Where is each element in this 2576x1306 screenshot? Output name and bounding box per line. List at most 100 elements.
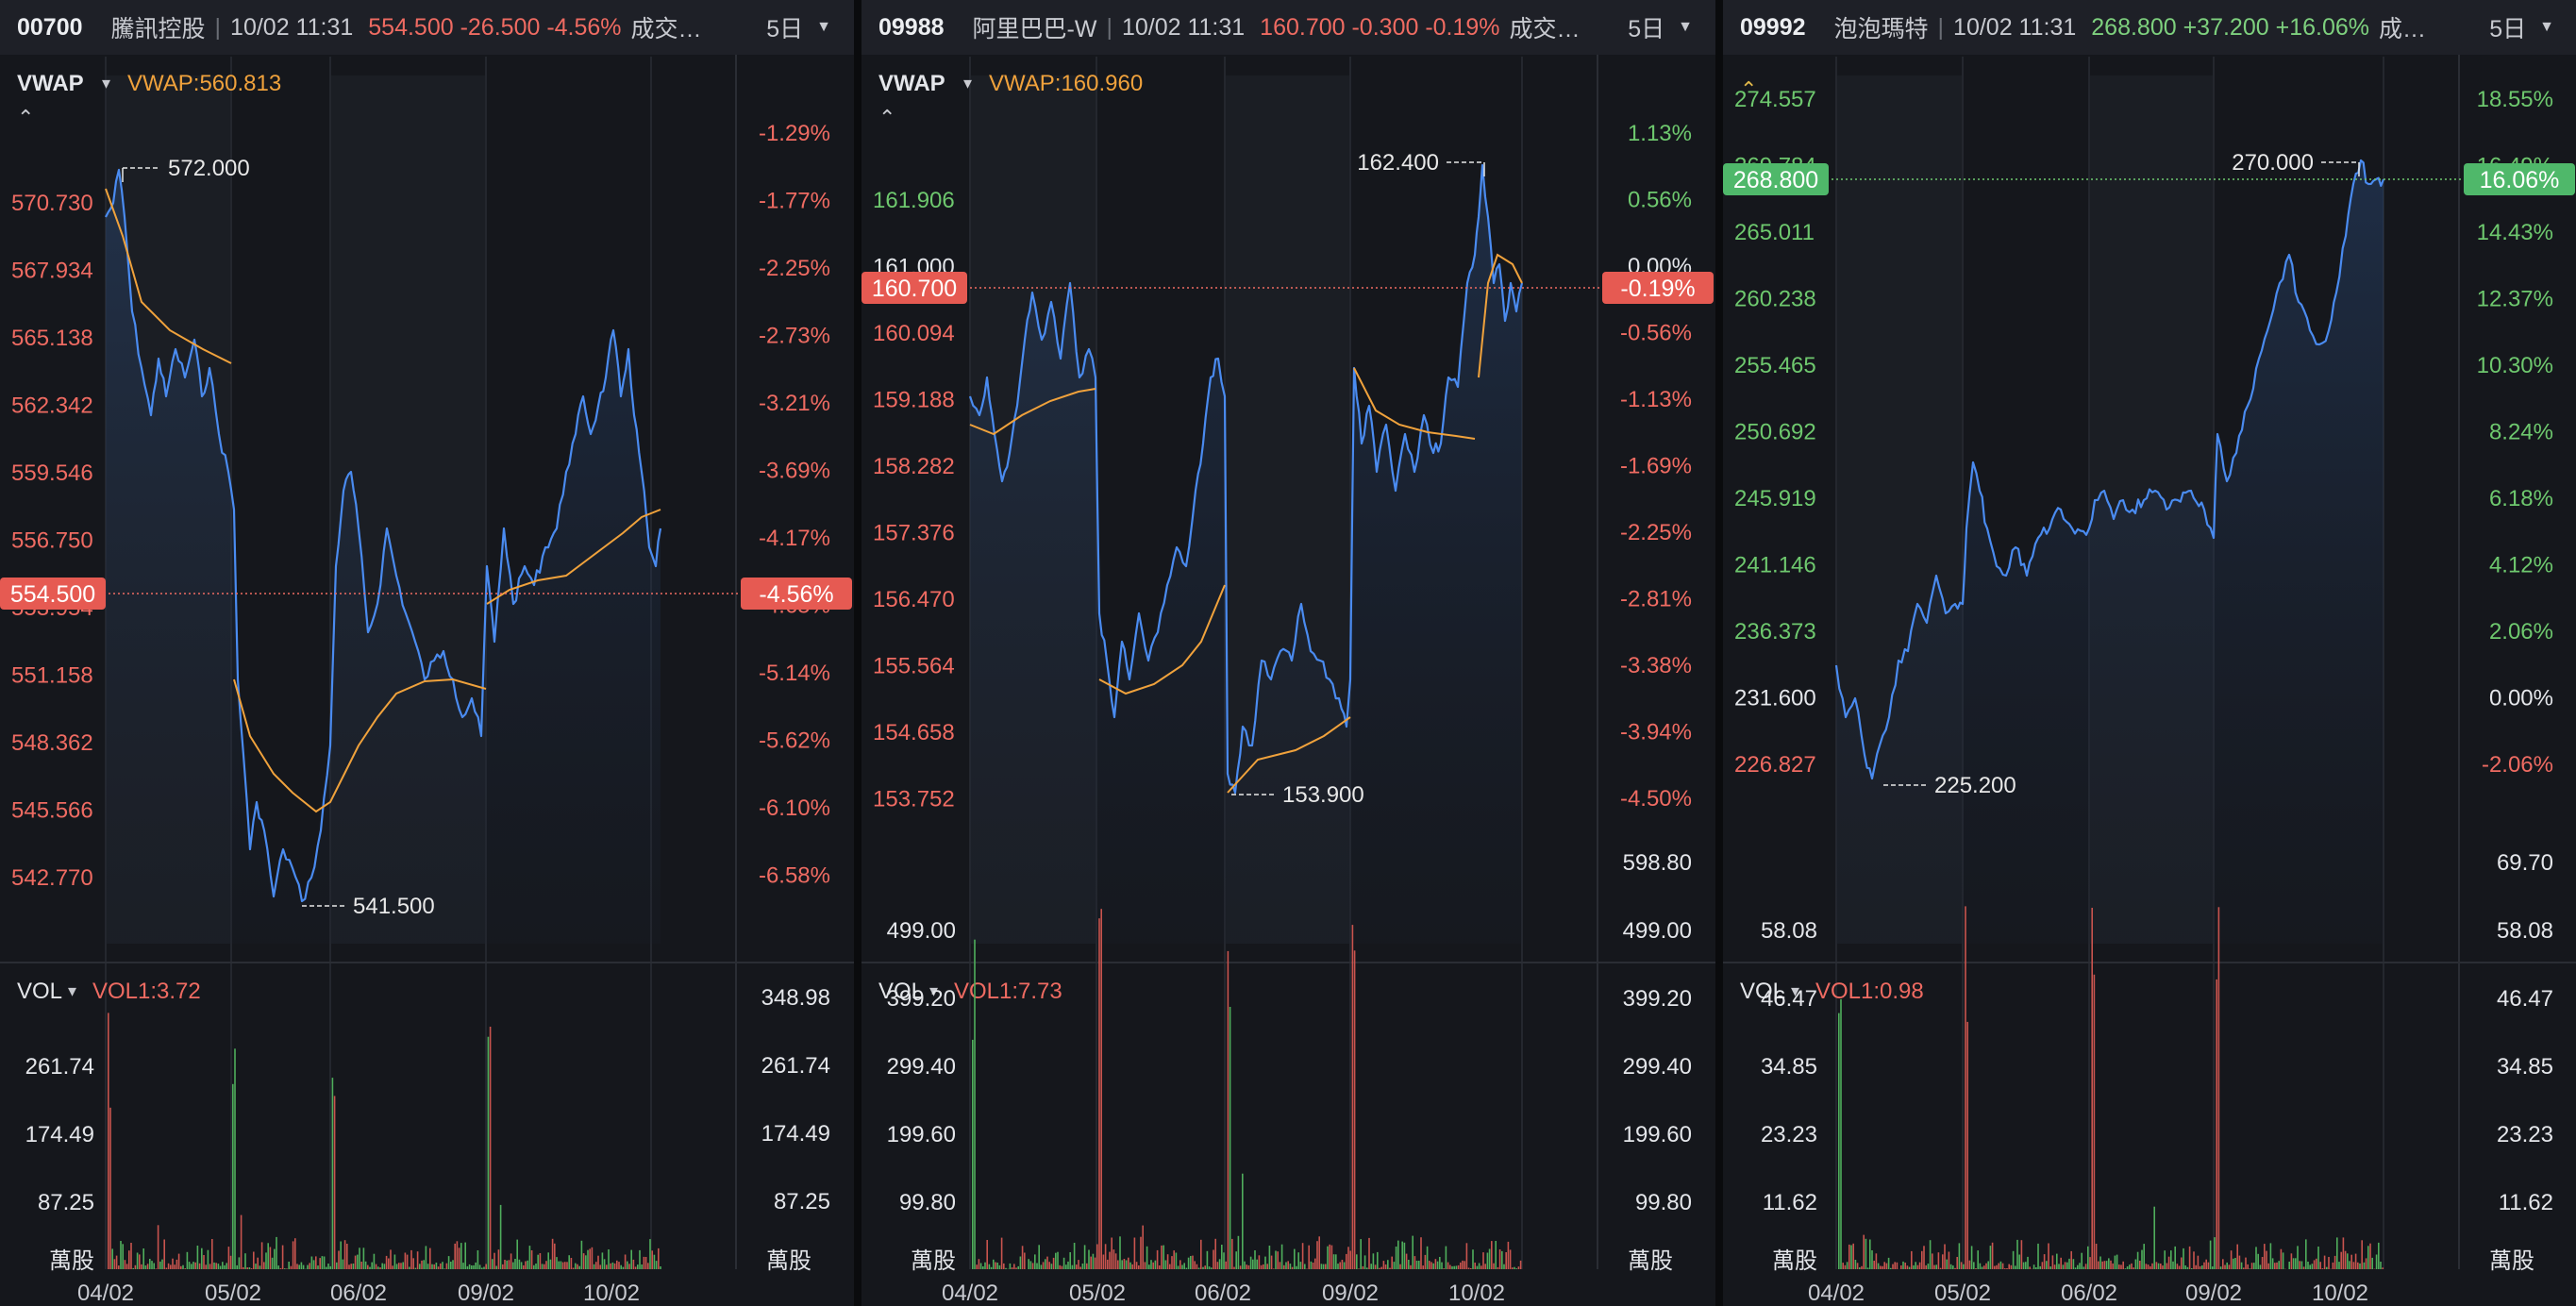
volume-bar xyxy=(1042,1262,1045,1269)
volume-bar xyxy=(568,1255,570,1269)
volume-bar xyxy=(570,1258,573,1269)
volume-bar xyxy=(1192,1255,1194,1269)
volume-bar xyxy=(561,1262,564,1269)
volume-bar xyxy=(653,1254,656,1269)
price-tick-label: 274.557 xyxy=(1734,87,1816,112)
volume-bar xyxy=(1299,1262,1302,1269)
volume-bar xyxy=(1031,1263,1034,1269)
panel-header: 09988 阿里巴巴-W | 10/02 11:31 160.700 -0.30… xyxy=(861,0,1715,56)
volume-bar xyxy=(240,1214,243,1269)
volume-bar xyxy=(1233,1266,1235,1269)
volume-bar xyxy=(1148,1264,1150,1269)
date-axis-label: 05/02 xyxy=(205,1281,261,1306)
volume-bar xyxy=(1163,1245,1164,1269)
volume-bar xyxy=(485,1264,487,1269)
volume-bar xyxy=(400,1263,402,1269)
volume-bar xyxy=(2139,1261,2141,1269)
volume-bar xyxy=(292,1241,294,1269)
volume-bar xyxy=(442,1262,443,1269)
volume-bar xyxy=(246,1267,248,1269)
period-selector[interactable]: 5日 ▼ xyxy=(2489,0,2554,55)
volume-bar xyxy=(2323,1255,2326,1269)
volume-bar xyxy=(471,1265,473,1269)
volume-bar xyxy=(2375,1254,2378,1269)
volume-bar xyxy=(2167,1256,2170,1269)
volume-bar xyxy=(2136,1251,2139,1269)
volume-bar xyxy=(1512,1267,1514,1269)
volume-bar xyxy=(1856,1263,1859,1269)
chart-panel-09992[interactable]: 09992 泡泡瑪特 | 10/02 11:31 268.800 +37.200… xyxy=(1723,0,2576,1306)
volume-bar xyxy=(2006,1268,2008,1269)
volume-bar xyxy=(1177,1265,1179,1269)
volume-bar xyxy=(1159,1265,1161,1269)
volume-bar xyxy=(250,1268,253,1269)
volume-bar xyxy=(1875,1253,1878,1269)
chevron-down-icon: ▾ xyxy=(1791,981,1799,1000)
volume-bar xyxy=(2328,1257,2330,1269)
volume-bar xyxy=(458,1247,460,1269)
volume-bar xyxy=(1200,1239,1202,1269)
volume-bar xyxy=(2253,1263,2255,1269)
volume-bar xyxy=(159,1261,161,1269)
volume-bar xyxy=(2217,907,2220,1269)
volume-bar xyxy=(319,1258,321,1269)
volume-bar xyxy=(360,1262,362,1269)
volume-bar xyxy=(343,1240,346,1269)
volume-bar xyxy=(1133,1237,1136,1269)
chart-panel-09988[interactable]: 09988 阿里巴巴-W | 10/02 11:31 160.700 -0.30… xyxy=(861,0,1715,1306)
volume-bar xyxy=(1906,1265,1909,1269)
chart-area[interactable]: VWAP ▾ VWAP:160.960⌃161.906161.000160.0941… xyxy=(861,55,1715,1306)
volume-bar xyxy=(1927,1264,1930,1269)
volume-bar xyxy=(263,1262,265,1269)
price-tick-label: 551.158 xyxy=(11,663,93,689)
volume-bar xyxy=(2274,1263,2276,1269)
volume-bar xyxy=(267,1243,269,1269)
volume-bar xyxy=(541,1264,544,1269)
volume-bar xyxy=(1187,1257,1190,1269)
volume-bar xyxy=(1894,1262,1896,1269)
volume-bar xyxy=(450,1262,452,1269)
volume-bar xyxy=(2131,1263,2133,1269)
volume-bar xyxy=(2319,1262,2321,1269)
volume-bar xyxy=(224,1264,226,1269)
volume-tick-right: 399.20 xyxy=(1623,986,1692,1012)
volume-bar xyxy=(1146,1246,1148,1269)
volume-bar xyxy=(1067,1261,1069,1269)
volume-bar xyxy=(1384,1264,1387,1269)
volume-bar xyxy=(1111,1237,1112,1269)
volume-bar xyxy=(177,1253,180,1269)
volume-bar xyxy=(655,1261,658,1269)
volume-bar xyxy=(1405,1253,1408,1269)
price-tick-label: 545.566 xyxy=(11,798,93,824)
volume-bar xyxy=(1397,1240,1399,1269)
current-price-badge-text: 268.800 xyxy=(1733,167,1818,193)
volume-unit-right: 萬股 xyxy=(1628,1248,1673,1274)
volume-bar xyxy=(2367,1246,2369,1269)
volume-bar xyxy=(990,1266,993,1269)
volume-bar xyxy=(284,1268,286,1269)
volume-bar xyxy=(549,1259,552,1269)
volume-bar xyxy=(2015,1265,2016,1269)
volume-bar xyxy=(2133,1267,2134,1269)
chart-area[interactable]: VWAP ▾ VWAP:560.813 ⌃ 570.730 567.934 565.138 5… xyxy=(0,55,854,1306)
volume-bar xyxy=(1968,1260,1971,1269)
chart-panel-00700[interactable]: 00700 騰訊控股 | 10/02 11:31 554.500 -26.500… xyxy=(0,0,854,1306)
volume-bar xyxy=(1447,1262,1449,1269)
date-axis-label: 10/02 xyxy=(2312,1281,2368,1306)
volume-bar xyxy=(647,1263,649,1269)
period-selector[interactable]: 5日 ▼ xyxy=(1628,0,1693,55)
chart-area[interactable]: ⌃274.557269.784265.011260.238255.465250.… xyxy=(1723,55,2576,1306)
volume-bar xyxy=(585,1255,587,1269)
volume-bar xyxy=(1059,1264,1061,1269)
percent-tick-label: 4.12% xyxy=(2489,553,2553,578)
volume-bar xyxy=(2349,1261,2350,1269)
volume-bar xyxy=(1216,1262,1219,1269)
volume-bar xyxy=(1366,1267,1368,1269)
volume-bar xyxy=(1999,1261,2002,1269)
panel-header: 09992 泡泡瑪特 | 10/02 11:31 268.800 +37.200… xyxy=(1723,0,2576,56)
volume-bar xyxy=(558,1261,560,1269)
period-selector[interactable]: 5日 ▼ xyxy=(766,0,831,55)
volume-bar xyxy=(591,1247,594,1269)
volume-bar xyxy=(2018,1254,2020,1269)
volume-bar xyxy=(2249,1268,2251,1269)
